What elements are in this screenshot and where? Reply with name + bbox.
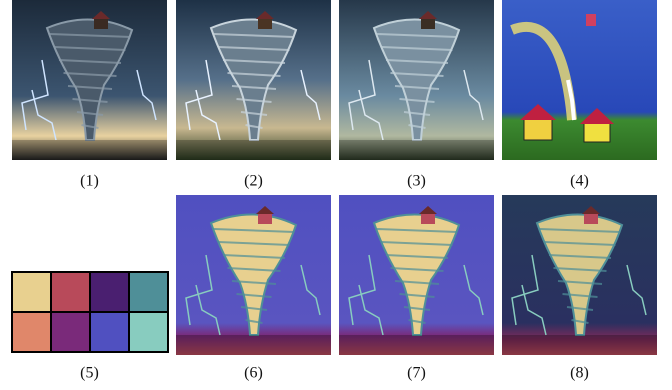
ground bbox=[502, 335, 657, 355]
ground bbox=[176, 140, 331, 160]
palette-swatch bbox=[12, 272, 51, 312]
caption: (8) bbox=[570, 365, 589, 382]
palette-swatch bbox=[51, 312, 90, 352]
house bbox=[584, 122, 610, 142]
caption: (5) bbox=[80, 365, 99, 382]
palette-swatch bbox=[129, 272, 168, 312]
house bbox=[421, 18, 435, 29]
house bbox=[421, 213, 435, 224]
palette-swatch bbox=[90, 312, 129, 352]
ground bbox=[339, 335, 494, 355]
house bbox=[524, 118, 552, 140]
caption: (3) bbox=[407, 173, 426, 190]
house bbox=[94, 18, 108, 29]
caption: (2) bbox=[244, 173, 263, 190]
palette-swatch bbox=[12, 312, 51, 352]
palette-swatch bbox=[51, 272, 90, 312]
figure-image bbox=[339, 195, 494, 355]
figure-image bbox=[502, 195, 657, 355]
house bbox=[584, 213, 598, 224]
ground bbox=[12, 140, 167, 160]
caption: (1) bbox=[80, 173, 99, 190]
figure-image bbox=[502, 0, 657, 160]
ground bbox=[176, 335, 331, 355]
caption: (7) bbox=[407, 365, 426, 382]
ground bbox=[339, 140, 494, 160]
caption: (4) bbox=[570, 173, 589, 190]
house bbox=[258, 213, 272, 224]
figure: (1) (2) (3) (4) (5) (6) (7) (8) bbox=[0, 0, 672, 390]
caption: (6) bbox=[244, 365, 263, 382]
palette-swatch bbox=[90, 272, 129, 312]
palette-swatch bbox=[129, 312, 168, 352]
figure-image bbox=[339, 0, 494, 160]
figure-image bbox=[176, 0, 331, 160]
house bbox=[586, 14, 596, 26]
figure-image bbox=[12, 0, 167, 160]
figure-image bbox=[176, 195, 331, 355]
house bbox=[258, 18, 272, 29]
